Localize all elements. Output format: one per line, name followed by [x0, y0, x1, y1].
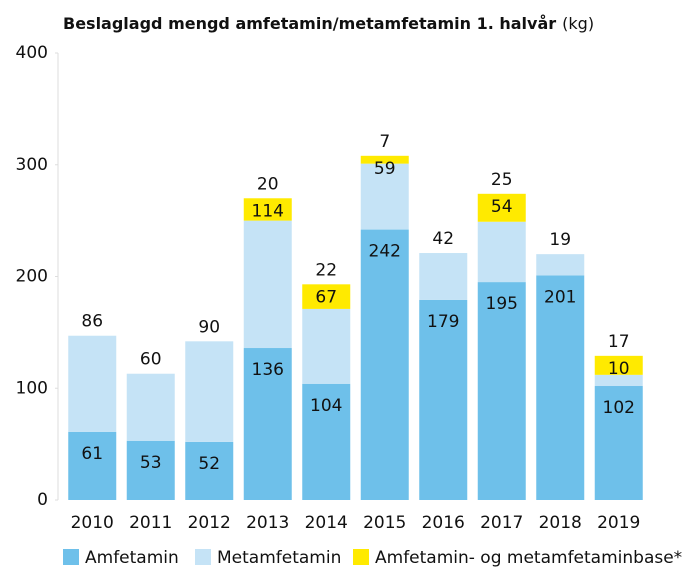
bar-segment [477, 282, 526, 500]
bar-segment [477, 193, 526, 222]
legend-label: Amfetamin [85, 548, 179, 568]
value-label: 20 [257, 174, 279, 194]
value-label: 54 [491, 197, 513, 217]
value-label: 52 [198, 454, 220, 474]
bar-segment [594, 355, 643, 375]
value-label: 179 [427, 312, 459, 332]
legend-swatch [63, 549, 79, 565]
bar-segment [536, 275, 585, 500]
bar-segment [302, 383, 351, 500]
bar-segment [477, 221, 526, 283]
bar-segment [536, 254, 585, 276]
value-label: 53 [140, 453, 162, 473]
x-tick-label: 2010 [71, 513, 114, 533]
x-tick-label: 2011 [129, 513, 172, 533]
x-tick-label: 2015 [363, 513, 406, 533]
bar-segment [185, 441, 234, 500]
legend-label: Amfetamin- og metamfetaminbase* [375, 548, 682, 568]
bar-segment [302, 284, 351, 309]
x-tick-label: 2012 [188, 513, 231, 533]
legend-swatch [195, 549, 211, 565]
chart-title: Beslaglagd mengd amfetamin/metamfetamin … [63, 14, 594, 33]
x-tick-label: 2016 [422, 513, 465, 533]
x-tick-label: 2013 [246, 513, 289, 533]
value-label: 86 [81, 312, 103, 332]
legend-swatch [353, 549, 369, 565]
bar-segment [360, 229, 409, 500]
x-tick-label: 2018 [539, 513, 582, 533]
bar-segment [243, 220, 292, 349]
value-label: 22 [315, 260, 337, 280]
bar-segment [243, 348, 292, 500]
bar-segment [360, 155, 409, 164]
value-label: 17 [608, 332, 630, 352]
value-label: 7 [379, 132, 390, 152]
bar-segment [419, 253, 468, 300]
value-label: 114 [252, 201, 284, 221]
x-tick-label: 2014 [305, 513, 348, 533]
bar-segment [360, 163, 409, 230]
bar-segment [68, 335, 117, 432]
value-label: 19 [549, 230, 571, 250]
value-label: 25 [491, 170, 513, 190]
bar-segment [243, 198, 292, 221]
value-label: 136 [252, 360, 284, 380]
value-label: 104 [310, 396, 342, 416]
legend-label: Metamfetamin [217, 548, 341, 568]
y-tick-label: 200 [16, 267, 48, 287]
title-unit: (kg) [562, 14, 594, 33]
bar-segment [185, 341, 234, 442]
title-main: Beslaglagd mengd amfetamin/metamfetamin … [63, 14, 556, 33]
bar-segment [302, 308, 351, 384]
bar-segment [126, 440, 175, 500]
value-label: 102 [603, 398, 635, 418]
value-label: 201 [544, 287, 576, 307]
y-tick-label: 0 [37, 490, 48, 510]
bar-segment [126, 373, 175, 441]
y-tick-label: 100 [16, 378, 48, 398]
value-label: 195 [486, 294, 518, 314]
value-label: 10 [608, 359, 630, 379]
y-tick-label: 400 [16, 43, 48, 63]
value-label: 42 [432, 229, 454, 249]
y-tick-label: 300 [16, 155, 48, 175]
value-label: 90 [198, 317, 220, 337]
bar-segment [68, 431, 117, 500]
bar-segment [594, 374, 643, 387]
value-label: 59 [374, 159, 396, 179]
x-tick-label: 2019 [597, 513, 640, 533]
bar-segment [594, 386, 643, 500]
bar-segment [419, 299, 468, 500]
value-label: 61 [81, 444, 103, 464]
value-label: 67 [315, 287, 337, 307]
value-label: 60 [140, 350, 162, 370]
value-label: 242 [369, 242, 401, 262]
x-tick-label: 2017 [480, 513, 523, 533]
